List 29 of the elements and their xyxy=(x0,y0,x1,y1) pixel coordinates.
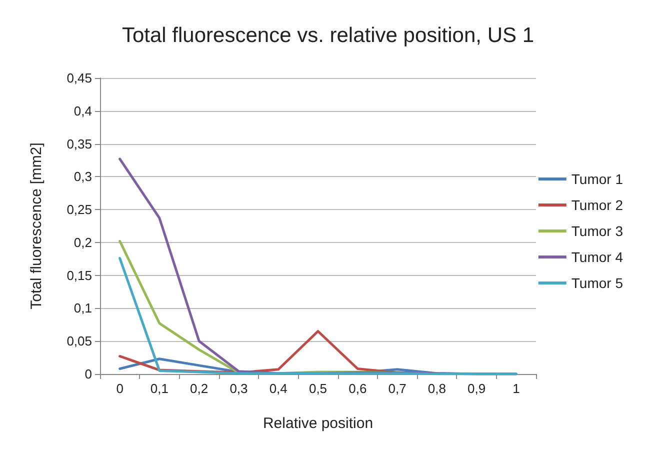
y-tick-label: 0,2 xyxy=(74,234,92,250)
x-tick-label: 0,6 xyxy=(348,381,367,396)
x-tick-label: 0,4 xyxy=(269,381,288,396)
y-tick-label: 0,3 xyxy=(74,169,92,184)
legend-label: Tumor 4 xyxy=(571,249,624,265)
x-tick-label: 0,8 xyxy=(428,381,446,396)
y-tick-label: 0,15 xyxy=(66,268,92,283)
y-tick-label: 0,45 xyxy=(66,70,92,86)
y-tick-label: 0 xyxy=(84,366,92,382)
chart-title: Total fluorescence vs. relative position, US 1 xyxy=(122,24,534,47)
y-tick-label: 0,25 xyxy=(66,202,92,218)
x-tick-label: 0,5 xyxy=(308,381,328,396)
y-tick-label: 0,1 xyxy=(74,300,92,316)
x-tick-label: 0,1 xyxy=(150,381,168,396)
x-axis-title: Relative position xyxy=(262,415,374,432)
legend-label: Tumor 5 xyxy=(571,275,624,291)
x-tick-label: 0,7 xyxy=(388,381,406,396)
legend-label: Tumor 2 xyxy=(571,197,624,213)
y-tick-label: 0,05 xyxy=(66,334,92,349)
legend-label: Tumor 3 xyxy=(571,223,624,239)
y-axis-title: Total fluorescence [mm2] xyxy=(28,142,45,310)
legend-label: Tumor 1 xyxy=(571,171,624,187)
y-tick-label: 0,35 xyxy=(66,136,92,152)
x-tick-label: 1 xyxy=(512,381,520,396)
x-tick-label: 0,9 xyxy=(468,381,486,396)
x-tick-label: 0,3 xyxy=(230,381,248,396)
x-tick-label: 0 xyxy=(116,381,124,396)
y-tick-label: 0,4 xyxy=(74,103,92,118)
x-tick-label: 0,2 xyxy=(190,381,208,396)
